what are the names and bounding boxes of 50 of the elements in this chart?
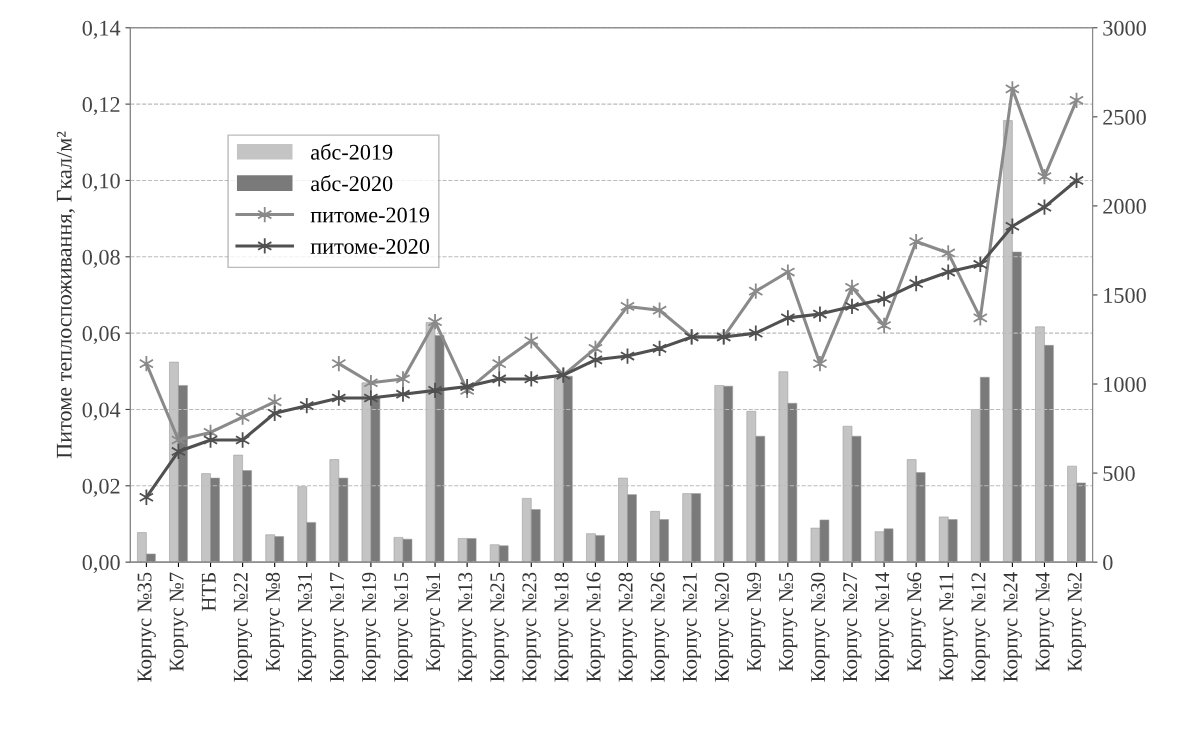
x-tick-label: Корпус №27 [843, 572, 862, 682]
x-tick-label: Корпус №19 [362, 572, 381, 682]
x-tick-label: Корпус №16 [586, 572, 605, 682]
y2-tick-label: 1000 [1104, 376, 1146, 392]
legend-label: абс-2020 [311, 175, 393, 192]
x-tick-label: Корпус №5 [779, 572, 798, 672]
x-tick-label: Корпус №20 [714, 572, 734, 682]
x-tick-label: Корпус №11 [939, 573, 958, 681]
x-tick-label: Корпус №28 [618, 572, 637, 682]
y-tick-label: 0,14 [82, 20, 121, 39]
y-tick-label: 0,04 [82, 402, 121, 421]
x-tick-label: Корпус №23 [522, 572, 541, 682]
x-tick-label: Корпус №30 [811, 572, 830, 682]
y-tick-label: 0,00 [82, 555, 120, 574]
y-tick-label: 0,08 [82, 249, 120, 268]
x-tick-label: Корпус №22 [233, 573, 253, 682]
x-tick-label: Корпус №25 [490, 572, 509, 682]
y2-tick-label: 1500 [1104, 287, 1146, 303]
y2-tick-label: 3000 [1103, 20, 1146, 36]
x-tick-label: Корпус №4 [1035, 572, 1054, 672]
x-tick-label: Корпус №9 [746, 572, 766, 672]
y2-tick-label: 0 [1103, 555, 1113, 571]
y-axis-title: Питоме теплоспоживання, Гкал/м² [56, 131, 75, 459]
x-tick-label: НТБ [201, 573, 216, 611]
y2-tick-label: 500 [1103, 466, 1135, 482]
x-tick-label: Корпус №35 [137, 572, 156, 682]
y-tick-label: 0,06 [82, 326, 120, 345]
y-tick-label: 0,02 [82, 478, 120, 497]
legend-label: абс-2019 [311, 143, 393, 160]
x-tick-label: Корпус №14 [875, 572, 894, 682]
x-tick-label: Корпус №13 [458, 572, 477, 682]
x-tick-label: Корпус №15 [394, 572, 413, 682]
x-tick-label: Корпус №7 [169, 572, 188, 672]
x-tick-label: Корпус №6 [907, 572, 926, 672]
x-tick-label: Корпус №26 [650, 572, 670, 682]
y-tick-label: 0,12 [82, 97, 120, 116]
x-tick-label: Корпус №17 [330, 572, 349, 682]
x-tick-label: Корпус №1 [426, 573, 445, 672]
y2-tick-label: 2000 [1103, 198, 1146, 214]
x-tick-label: Корпус №2 [1067, 573, 1086, 672]
y2-tick-label: 2500 [1103, 109, 1146, 125]
y-tick-label: 0,10 [82, 173, 120, 192]
x-tick-label: Корпус №8 [265, 572, 285, 672]
legend-label: питоме-2020 [310, 238, 430, 254]
legend-label: питоме-2019 [310, 207, 430, 223]
x-tick-label: Корпус №12 [971, 573, 990, 682]
x-tick-label: Корпус №21 [682, 573, 702, 682]
x-tick-label: Корпус №18 [554, 572, 573, 682]
x-tick-label: Корпус №31 [297, 573, 317, 682]
x-tick-label: Корпус №24 [1003, 572, 1022, 682]
